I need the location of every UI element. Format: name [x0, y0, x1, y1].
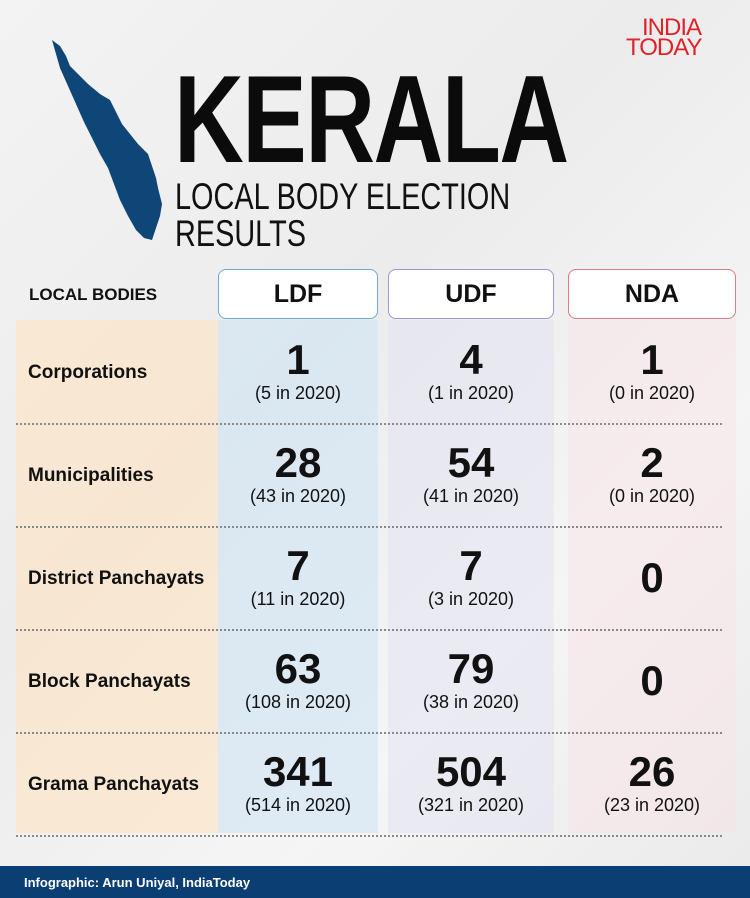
table-row-district-panchayats: District Panchayats 7 (11 in 2020) 7 (3 … [16, 528, 722, 631]
nda-count: 0 [640, 657, 664, 704]
india-today-logo: INDIA TODAY [626, 14, 702, 61]
nda-previous: (0 in 2020) [608, 383, 696, 403]
row-divider [16, 835, 722, 837]
ldf-cell: 63 (108 in 2020) [218, 631, 378, 731]
udf-previous: (321 in 2020) [417, 795, 525, 815]
table-row-municipalities: Municipalities 28 (43 in 2020) 54 (41 in… [16, 425, 722, 528]
ldf-previous: (43 in 2020) [249, 486, 347, 506]
nda-count: 26 [628, 748, 676, 795]
row-divider [16, 732, 722, 734]
ldf-previous: (108 in 2020) [244, 692, 352, 712]
table-row-block-panchayats: Block Panchayats 63 (108 in 2020) 79 (38… [16, 631, 722, 734]
ldf-previous: (5 in 2020) [254, 383, 342, 403]
udf-cell: 504 (321 in 2020) [388, 734, 554, 834]
row-label: Grama Panchayats [28, 773, 200, 795]
nda-previous: (23 in 2020) [603, 795, 701, 815]
ldf-cell: 28 (43 in 2020) [218, 425, 378, 525]
udf-cell: 4 (1 in 2020) [388, 322, 554, 422]
udf-previous: (3 in 2020) [427, 589, 515, 609]
row-label: District Panchayats [28, 567, 205, 589]
nda-cell: 26 (23 in 2020) [568, 734, 736, 834]
udf-previous: (41 in 2020) [422, 486, 520, 506]
udf-count: 54 [447, 439, 495, 486]
logo-line-1: INDIA [642, 14, 702, 41]
nda-cell: 0 [568, 631, 736, 731]
ldf-column-background [218, 320, 378, 833]
row-label: Municipalities [28, 464, 154, 486]
udf-previous: (1 in 2020) [427, 383, 515, 403]
logo-line-2: TODAY [626, 34, 702, 61]
table-row-grama-panchayats: Grama Panchayats 341 (514 in 2020) 504 (… [16, 734, 722, 837]
nda-count: 2 [640, 439, 664, 486]
footer-credit-bar: Infographic: Arun Uniyal, IndiaToday [0, 866, 750, 898]
table-row-corporations: Corporations 1 (5 in 2020) 4 (1 in 2020)… [16, 322, 722, 425]
nda-cell: 1 (0 in 2020) [568, 322, 736, 422]
party-header-ldf: LDF [218, 269, 378, 319]
ldf-previous: (11 in 2020) [250, 589, 346, 609]
udf-count: 504 [435, 748, 507, 795]
ldf-count: 28 [274, 439, 322, 486]
ldf-previous: (514 in 2020) [244, 795, 352, 815]
nda-count: 0 [640, 554, 664, 601]
local-bodies-header: LOCAL BODIES [29, 285, 158, 304]
row-divider [16, 423, 722, 425]
nda-cell: 0 [568, 528, 736, 628]
ldf-count: 63 [274, 645, 322, 692]
page-title: KERALA [174, 51, 569, 189]
row-label: Corporations [28, 361, 148, 383]
row-divider [16, 629, 722, 631]
ldf-cell: 1 (5 in 2020) [218, 322, 378, 422]
ldf-cell: 341 (514 in 2020) [218, 734, 378, 834]
udf-count: 79 [447, 645, 495, 692]
udf-count: 7 [459, 542, 483, 589]
nda-previous: (0 in 2020) [608, 486, 696, 506]
label-column-background [16, 320, 218, 833]
ldf-count: 341 [262, 748, 334, 795]
udf-cell: 54 (41 in 2020) [388, 425, 554, 525]
ldf-count: 7 [286, 542, 310, 589]
nda-cell: 2 (0 in 2020) [568, 425, 736, 525]
nda-count: 1 [640, 336, 664, 383]
nda-column-background [568, 320, 736, 833]
ldf-count: 1 [286, 336, 310, 383]
udf-cell: 7 (3 in 2020) [388, 528, 554, 628]
udf-cell: 79 (38 in 2020) [388, 631, 554, 731]
row-label: Block Panchayats [28, 670, 191, 692]
page-subtitle: LOCAL BODY ELECTION RESULTS [175, 176, 511, 254]
party-header-nda: NDA [568, 269, 736, 319]
ldf-cell: 7 (11 in 2020) [218, 528, 378, 628]
kerala-map-icon [52, 40, 162, 240]
udf-count: 4 [459, 336, 483, 383]
party-header-udf: UDF [388, 269, 554, 319]
footer-credit: Infographic: Arun Uniyal, IndiaToday [24, 874, 251, 890]
row-divider [16, 526, 722, 528]
udf-column-background [388, 320, 554, 833]
udf-previous: (38 in 2020) [422, 692, 520, 712]
